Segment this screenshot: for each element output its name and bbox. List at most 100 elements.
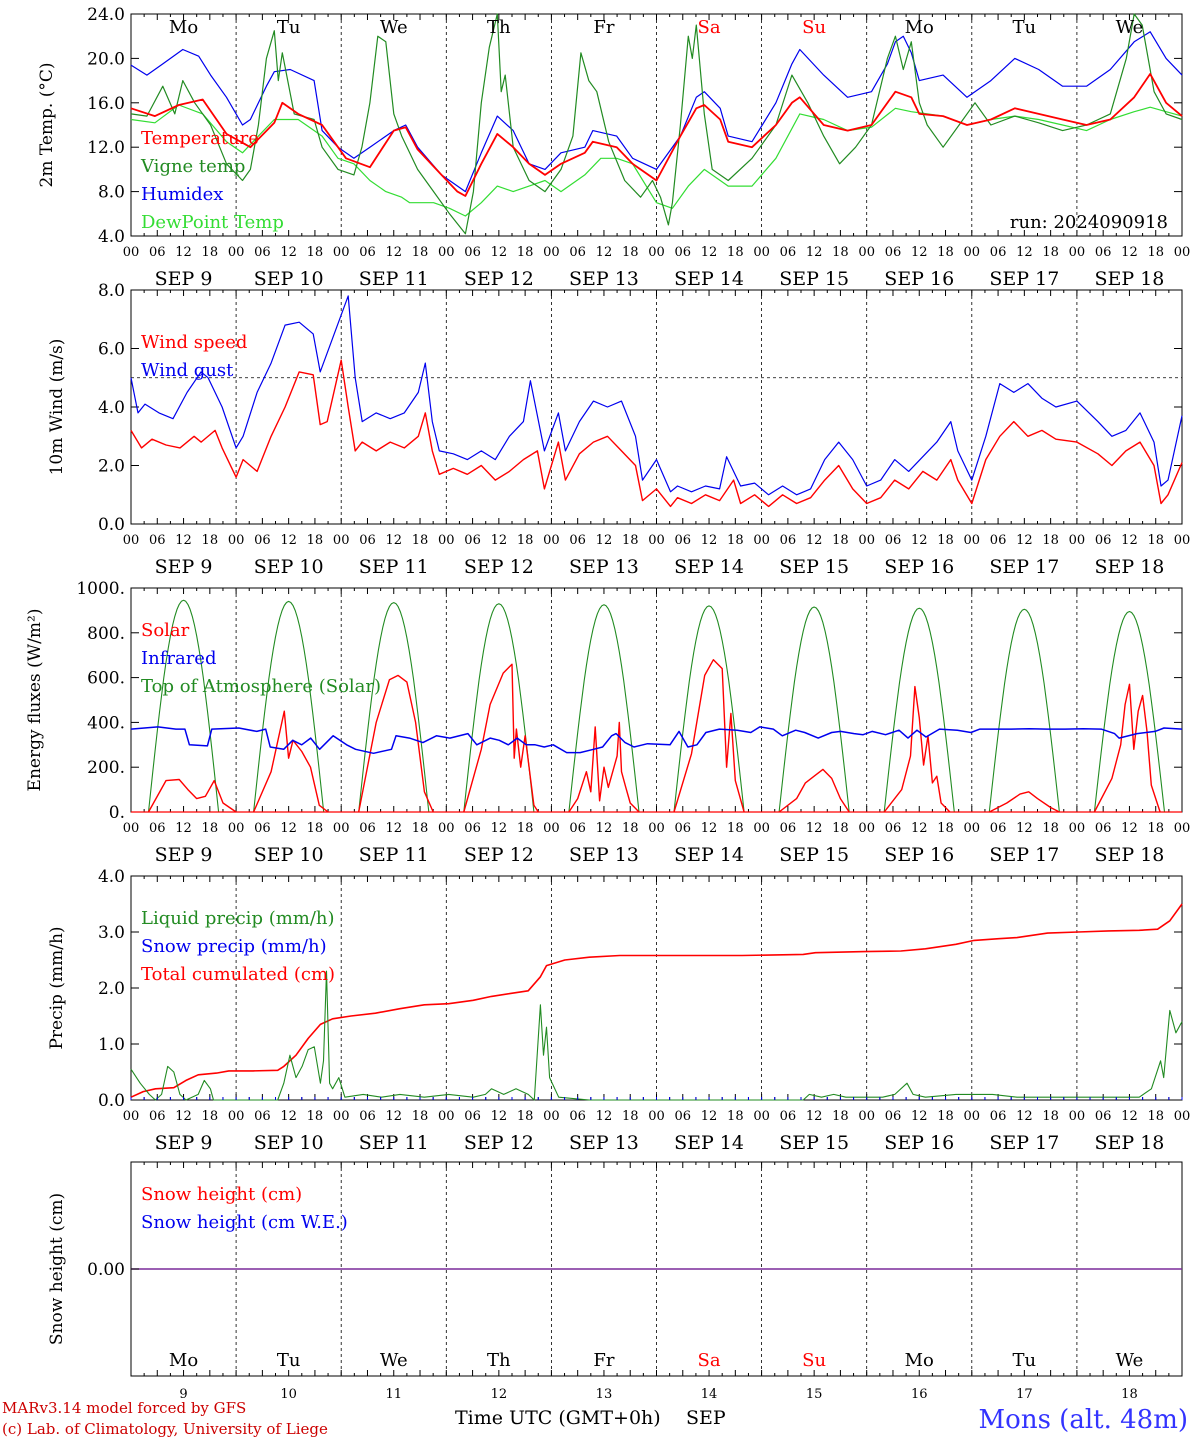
x-hour-label: 12 xyxy=(1121,533,1138,548)
y-tick-label: 4.0 xyxy=(98,227,125,247)
x-hour-label: 00 xyxy=(333,245,350,260)
weekday-label: We xyxy=(1116,17,1144,38)
x-hour-label: 12 xyxy=(701,245,718,260)
legend-entry: Snow precip (mm/h) xyxy=(141,936,327,957)
solar-line xyxy=(358,674,434,813)
x-hour-label: 12 xyxy=(806,821,823,836)
x-hour-label: 12 xyxy=(596,245,613,260)
y-tick-label: 0.0 xyxy=(98,1091,125,1111)
legend-entry: Wind speed xyxy=(141,332,247,353)
x-date-label: SEP 16 xyxy=(884,1132,954,1154)
x-hour-label: 06 xyxy=(149,1109,166,1124)
day-number-label: 17 xyxy=(1016,1387,1033,1402)
x-hour-label: 12 xyxy=(911,1109,928,1124)
y-tick-label: 1000. xyxy=(76,579,125,599)
x-hour-label: 06 xyxy=(464,1109,481,1124)
x-hour-label: 06 xyxy=(569,245,586,260)
y-tick-label: 600. xyxy=(87,669,125,689)
x-hour-label: 12 xyxy=(175,533,192,548)
x-hour-label: 18 xyxy=(307,533,324,548)
y-tick-label: 400. xyxy=(87,713,125,733)
weekday-label: Fr xyxy=(593,1350,614,1371)
run-annotation: run: 2024090918 xyxy=(1010,212,1168,233)
x-date-label: SEP 9 xyxy=(155,844,213,866)
x-hour-label: 12 xyxy=(911,821,928,836)
x-hour-label: 18 xyxy=(1042,821,1059,836)
series-line xyxy=(130,970,1183,1101)
x-axis-label: Time UTC (GMT+0h) xyxy=(455,1407,661,1429)
x-hour-label: 12 xyxy=(280,1109,297,1124)
x-hour-label: 18 xyxy=(1147,533,1164,548)
x-axis-month: SEP xyxy=(686,1407,726,1429)
y-tick-label: 2.0 xyxy=(98,979,125,999)
y-axis-title: 10m Wind (m/s) xyxy=(47,339,67,476)
x-hour-label: 06 xyxy=(1095,245,1112,260)
x-hour-label: 12 xyxy=(596,821,613,836)
x-date-label: SEP 11 xyxy=(359,556,429,578)
x-hour-label: 18 xyxy=(622,1109,639,1124)
x-hour-label: 06 xyxy=(359,245,376,260)
x-date-label: SEP 18 xyxy=(1095,1132,1165,1154)
station-title: Mons (alt. 48m) xyxy=(979,1405,1188,1435)
x-hour-label: 18 xyxy=(1042,245,1059,260)
x-hour-label: 06 xyxy=(149,245,166,260)
y-tick-label: 12.0 xyxy=(87,138,125,158)
x-hour-label: 18 xyxy=(517,533,534,548)
weekday-label: We xyxy=(1116,1350,1144,1371)
legend-entry: Wind gust xyxy=(141,360,234,381)
x-hour-label: 00 xyxy=(753,245,770,260)
x-hour-label: 00 xyxy=(964,533,981,548)
x-hour-label: 06 xyxy=(885,821,902,836)
x-date-label: SEP 9 xyxy=(155,1132,213,1154)
y-tick-label: 16.0 xyxy=(87,94,125,114)
x-hour-label: 06 xyxy=(254,821,271,836)
weekday-label: Su xyxy=(802,1350,826,1371)
weekday-label: We xyxy=(380,1350,408,1371)
x-hour-label: 06 xyxy=(675,533,692,548)
solar-line xyxy=(252,710,329,813)
x-date-label: SEP 15 xyxy=(779,844,849,866)
x-hour-label: 00 xyxy=(333,533,350,548)
weekday-label: We xyxy=(380,17,408,38)
x-hour-label: 18 xyxy=(1147,245,1164,260)
x-date-label: SEP 10 xyxy=(254,1132,324,1154)
solar-line xyxy=(883,685,951,813)
x-hour-label: 00 xyxy=(228,245,245,260)
x-hour-label: 00 xyxy=(1069,533,1086,548)
y-tick-label: 8.0 xyxy=(98,281,125,301)
weekday-label: Mo xyxy=(905,1350,934,1371)
y-axis-title: Energy fluxes (W/m²) xyxy=(25,609,45,792)
x-hour-label: 12 xyxy=(491,821,508,836)
solar-line xyxy=(147,778,237,813)
x-hour-label: 00 xyxy=(543,821,560,836)
x-hour-label: 06 xyxy=(1095,533,1112,548)
x-hour-label: 00 xyxy=(858,245,875,260)
x-hour-label: 12 xyxy=(385,1109,402,1124)
weekday-label: Tu xyxy=(277,17,301,38)
toa-solar-line xyxy=(1093,610,1166,813)
x-hour-label: 00 xyxy=(438,821,455,836)
x-date-label: SEP 11 xyxy=(359,844,429,866)
x-date-label: SEP 14 xyxy=(674,268,744,290)
legend-entry: Humidex xyxy=(141,184,223,205)
x-hour-label: 18 xyxy=(832,533,849,548)
day-number-label: 13 xyxy=(596,1387,613,1402)
weekday-label: Sa xyxy=(698,1350,721,1371)
x-hour-label: 12 xyxy=(175,245,192,260)
x-date-label: SEP 10 xyxy=(254,268,324,290)
toa-solar-line xyxy=(463,603,535,813)
x-hour-label: 18 xyxy=(202,245,219,260)
x-hour-label: 00 xyxy=(438,533,455,548)
x-hour-label: 18 xyxy=(1042,1109,1059,1124)
legend-entry: Snow height (cm) xyxy=(141,1184,302,1205)
x-hour-label: 00 xyxy=(228,821,245,836)
x-hour-label: 00 xyxy=(123,533,140,548)
x-hour-label: 00 xyxy=(964,1109,981,1124)
x-hour-label: 18 xyxy=(1147,821,1164,836)
y-tick-label: 0.0 xyxy=(98,515,125,535)
x-hour-label: 00 xyxy=(648,245,665,260)
solar-line xyxy=(1093,683,1161,813)
x-hour-label: 18 xyxy=(412,533,429,548)
x-hour-label: 18 xyxy=(622,821,639,836)
x-hour-label: 18 xyxy=(727,821,744,836)
